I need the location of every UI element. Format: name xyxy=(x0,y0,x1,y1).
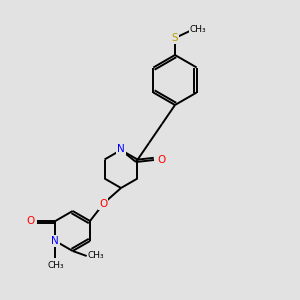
Text: O: O xyxy=(157,155,165,165)
Text: CH₃: CH₃ xyxy=(190,25,206,34)
Text: CH₃: CH₃ xyxy=(47,260,64,269)
Text: O: O xyxy=(99,199,107,209)
Text: N: N xyxy=(117,144,125,154)
Text: O: O xyxy=(99,199,107,209)
Text: O: O xyxy=(26,216,34,226)
Text: S: S xyxy=(172,33,178,43)
Text: N: N xyxy=(52,236,59,246)
Text: CH₃: CH₃ xyxy=(87,251,104,260)
